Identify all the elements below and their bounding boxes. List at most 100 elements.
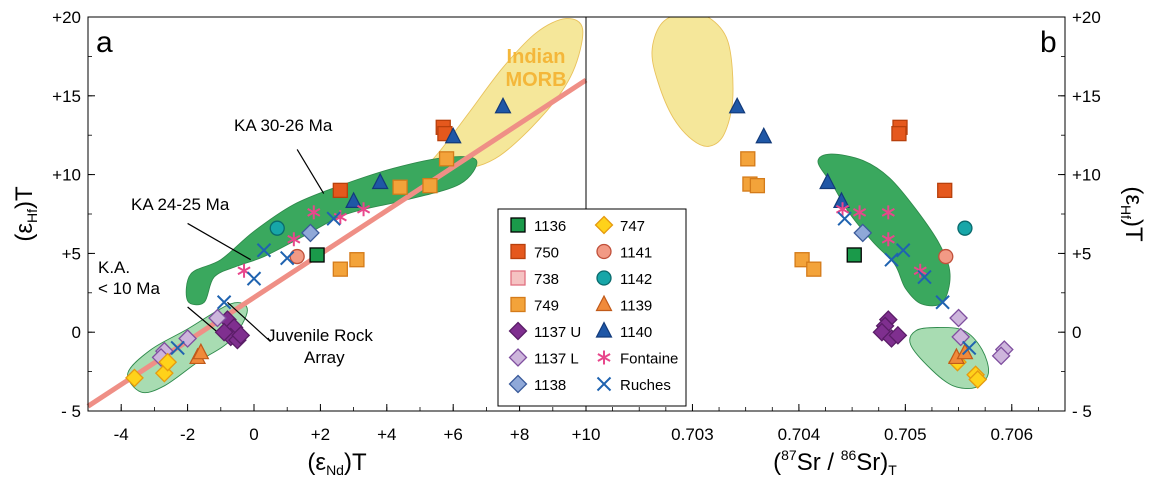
legend-label: 1137 U (534, 324, 581, 341)
panel-b-x-tick-label: 0.705 (884, 425, 927, 444)
panel-a-point-1142-0 (269, 220, 285, 236)
panel-a-point-749-2 (392, 179, 408, 195)
panel-a-letter: a (96, 26, 113, 59)
panel-a-x-tick-label: -4 (114, 425, 129, 444)
panel-a-point-ruches-5 (326, 211, 341, 226)
panel-a-x-tick-label: +4 (377, 425, 396, 444)
panel-a-x-tick-label: 0 (249, 425, 258, 444)
legend-label: 747 (620, 218, 645, 235)
panel-b-x-tick-label: 0.704 (778, 425, 821, 444)
panel-b-point-ruches-2 (895, 243, 911, 258)
legend-marker-1138 (508, 374, 528, 394)
panel-b-point-749-3 (794, 252, 810, 268)
panel-a-point-1140-1 (444, 126, 462, 144)
annotation-pointer-layer (187, 149, 325, 344)
panel-b-point-1140-0 (728, 97, 746, 114)
panel-b-point-1137-l-3 (991, 346, 1011, 366)
panel-a-x-tick-label: +2 (311, 425, 330, 444)
panel-a-point-749-0 (438, 151, 455, 167)
panel-a-point-1137-u-4 (214, 322, 234, 342)
panel-b-point-ruches-4 (935, 295, 950, 310)
panel-b-xlabel: (87Sr / 86Sr)T (773, 447, 897, 478)
panel-b-point-ruches-5 (961, 340, 977, 356)
panel-b-point-750-2 (937, 182, 953, 199)
panel-b-point-1140-2 (819, 172, 837, 190)
panel-b-point-1138-0 (853, 223, 873, 243)
panel-a-point-1140-0 (494, 97, 512, 114)
axes-layer: -4 -2 0 +2 +4 +6 +8 +10 - 5 0 +5 +10 +15 +20 0.703 0.70… (52, 8, 1101, 444)
panel-b-point-1142-0 (957, 220, 973, 236)
legend-marker-738 (510, 270, 526, 286)
panel-a-y-tick-label: +20 (52, 8, 81, 27)
panel-a-point-750-2 (332, 182, 348, 199)
legend-marker-750 (510, 243, 526, 260)
legend-frame (497, 208, 687, 407)
panel-b-point-ruches-0 (837, 211, 852, 226)
legend-label: 750 (534, 245, 559, 262)
legend-marker-747 (594, 215, 614, 235)
legend-marker-1142 (596, 270, 612, 286)
annotation-pointer-0 (296, 149, 325, 194)
annotation-ka-line1: K.A. (98, 258, 130, 277)
annotation-ka-30-26: KA 30-26 Ma (234, 116, 333, 135)
panel-b-point-1140-3 (832, 191, 850, 208)
legend-marker-1140 (595, 321, 613, 338)
panel-b-y-tick-label: - 5 (1072, 402, 1092, 421)
panel-b-point-749-4 (806, 261, 822, 277)
panel-a-x-tick-label: -2 (180, 425, 195, 444)
legend-label: Fontaine (620, 351, 678, 368)
panel-a-y-tick-label: +5 (62, 244, 81, 263)
panel-b-y-tick-label: +15 (1072, 87, 1101, 106)
panel-b-point-fontaine-3 (881, 232, 895, 247)
panel-a-y-tick-label: +15 (52, 87, 81, 106)
panel-b-x-tick-label: 0.706 (991, 425, 1034, 444)
panel-a-point-747-0 (125, 368, 144, 388)
annotation-pointer-1 (187, 222, 251, 261)
legend-label: 1142 (620, 271, 652, 288)
panel-a-point-ruches-1 (216, 295, 232, 310)
panel-b-point-749-2 (749, 177, 766, 194)
legend-marker-1137-l (508, 348, 528, 367)
panel-b-point-1137-l-0 (949, 308, 968, 328)
panel-a-ylabel: (εHf)T (11, 186, 40, 242)
legend-marker-1137-u (508, 321, 528, 341)
panel-a-point-1139-1 (192, 342, 210, 360)
panel-a-point-1137-u-5 (231, 325, 251, 345)
panel-a-point-ruches-4 (279, 250, 295, 266)
legend-label: 749 (534, 298, 559, 315)
legend-label: 1137 L (534, 351, 579, 368)
legend-label: 1140 (620, 324, 652, 341)
indian-morb-label-line2: MORB (505, 69, 566, 91)
panel-b-point-749-0 (740, 151, 756, 167)
panel-b-y-tick-label: +5 (1072, 244, 1091, 263)
panel-a-x-tick-label: +10 (572, 425, 601, 444)
panel-a-point-ruches-0 (170, 340, 185, 356)
annotation-ka-24-25: KA 24-25 Ma (131, 195, 230, 214)
legend-label: 1136 (534, 218, 566, 235)
legend-marker-ruches (596, 376, 612, 392)
legend-label: 1141 (620, 245, 652, 262)
panel-a-point-fontaine-0 (237, 263, 251, 278)
panel-b-point-1141-0 (938, 248, 954, 265)
legend-marker-1136 (510, 217, 526, 233)
panel-a-point-1137-l-0 (208, 308, 227, 328)
panel-b-point-fontaine-4 (913, 263, 927, 278)
panel-b-point-750-1 (891, 125, 907, 142)
panel-a-point-ruches-3 (256, 243, 272, 258)
panel-b-point-1136-0 (846, 247, 862, 263)
panel-b-point-1137-u-4 (888, 325, 908, 345)
panel-b-point-ruches-1 (884, 252, 899, 267)
panel-b-point-1140-1 (755, 126, 773, 144)
panel-a-point-1136-0 (309, 247, 325, 263)
panel-a-y-tick-label: +10 (52, 166, 81, 185)
panel-b-letter: b (1040, 26, 1057, 59)
panel-b-field-0 (651, 17, 734, 147)
legend-marker-1139 (595, 294, 613, 312)
legend-items: 1136 750 738 749 1137 U 1137 L 1138 747 1141 1142… (508, 215, 678, 394)
panel-a-y-tick-label: - 5 (61, 402, 81, 421)
legend-label: Ruches (620, 377, 671, 394)
panel-b-point-1137-l-1 (951, 327, 971, 347)
panel-a-point-749-3 (332, 261, 348, 277)
panel-b-point-fontaine-0 (835, 202, 850, 217)
